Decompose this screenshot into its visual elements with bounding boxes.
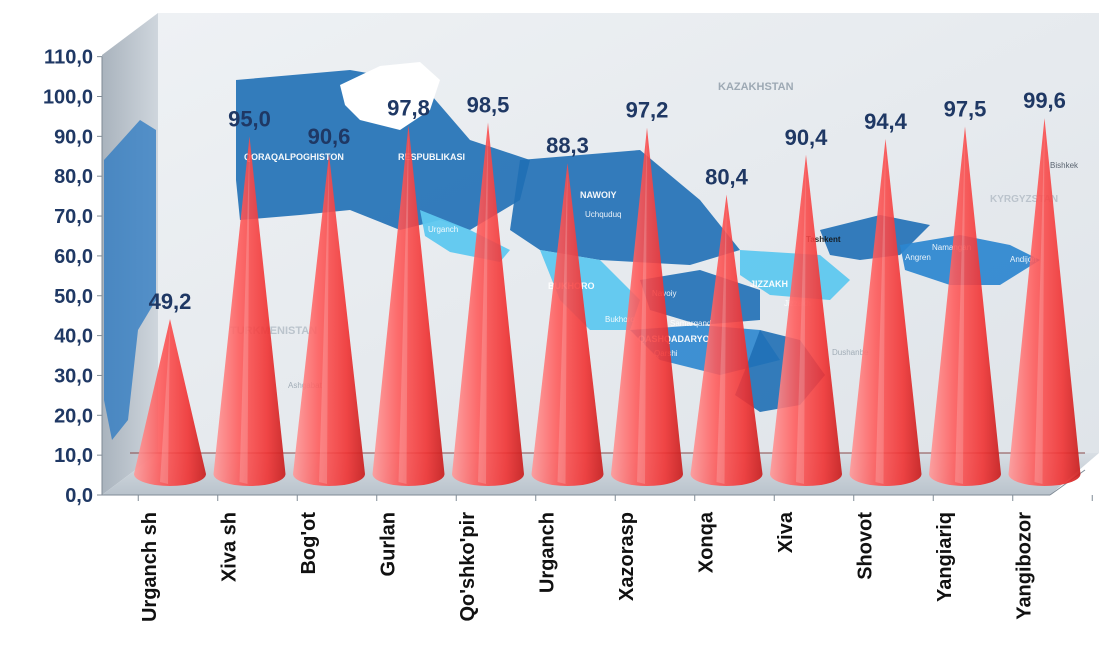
y-tick-label: 30,0 [54,365,93,387]
data-label: 80,4 [705,165,749,190]
data-label: 49,2 [149,289,192,314]
cone-bar [531,163,604,486]
cone-highlight [875,144,886,485]
cone-highlight [955,132,965,484]
cone-bar [134,318,206,486]
cone-body [213,136,286,487]
data-label: 97,5 [944,96,987,121]
cone-body [134,318,206,486]
y-tick-label: 110,0 [44,47,93,69]
cone-highlight [319,159,329,485]
y-tick-label: 100,0 [43,87,93,109]
map-city: Samarqand [670,319,711,328]
map-city: Angren [905,253,931,262]
y-tick-label: 60,0 [54,246,93,268]
cone-series [134,118,1081,487]
cone-body [452,122,524,486]
cone-highlight [398,131,409,484]
x-tick-label: Urganch [537,512,559,593]
map-label: QORAQALPOGHISTON [244,152,344,162]
map-city: Urganch [428,225,458,234]
y-tick-label: 70,0 [54,206,93,228]
x-tick-label: Xazorasp [616,512,638,601]
cone-bar [293,153,365,487]
cone-body [1008,118,1081,487]
cone-bar [770,154,842,487]
y-tick-label: 0,0 [65,485,93,507]
cone-bar [849,138,922,487]
cone-highlight [796,160,806,485]
x-tick-label: Urganch sh [139,512,161,622]
map-aral-sea [340,62,440,130]
cone-highlight [1034,124,1045,485]
map-label: NAWOIY [580,190,617,200]
x-tick-label: Xonqa [696,511,718,573]
data-labels: 49,2 95,0 90,6 97,8 98,5 88,3 97,2 80,4 90,4 94,4… [149,88,1066,314]
data-label: 97,8 [387,95,430,120]
map-city: Bishkek [1050,161,1079,170]
data-label: 97,2 [626,98,669,123]
map-label: QASHQADARYO [638,334,710,344]
map-label: RESPUBLIKASI [398,152,465,162]
x-axis-labels: Urganch sh Xiva sh Bog'ot Gurlan Qo'shko'pir… [139,511,1036,622]
y-tick-label: 50,0 [54,286,93,308]
map-city: Namangan [932,243,971,252]
cone-body [849,138,922,487]
cone-bar [1008,118,1081,487]
x-tick-label: Shovot [855,512,877,580]
x-tick-label: Gurlan [378,512,400,576]
cone-highlight [478,128,488,485]
data-label: 98,5 [467,92,510,117]
cone-highlight [239,142,250,485]
data-label: 88,3 [546,133,589,158]
y-tick-label: 90,0 [54,126,93,148]
cone-body [611,127,683,487]
cone-body [929,126,1001,487]
cone-bar [611,127,683,487]
cone-highlight [716,200,727,484]
map-label: KAZAKHSTAN [718,81,794,93]
data-label: 95,0 [228,106,271,131]
cone-body [690,194,763,486]
cone-bar [690,194,763,486]
y-tick-label: 80,0 [54,166,93,188]
cone-bar [213,136,286,487]
map-side-wall-region [104,120,156,440]
data-label: 90,6 [308,124,351,149]
x-tick-label: Yangiariq [934,512,956,602]
cone-highlight [160,324,170,484]
cone-highlight [557,169,568,484]
data-label: 94,4 [864,109,908,134]
cone-highlight [637,133,647,484]
y-tick-label: 20,0 [54,405,93,427]
data-label: 99,6 [1023,88,1066,113]
cone-bar [452,122,524,486]
x-tick-label: Qo'shko'pir [457,512,479,622]
map-label: KYRGYZSTAN [990,194,1058,205]
data-label: 90,4 [785,125,829,150]
cone-bar [372,125,445,486]
y-tick-label: 10,0 [54,445,93,467]
x-tick-label: Xiva [775,511,797,553]
map-city: Uchquduq [585,210,621,219]
cone-bar [929,126,1001,487]
map-city: Dushanbe [832,348,869,357]
map-label: JIZZAKH [750,279,788,289]
y-tick-label: 40,0 [54,326,93,348]
cone-body [293,153,365,487]
map-city: Tashkent [806,235,841,244]
cone-body [372,125,445,486]
x-tick-label: Yangibozor [1014,512,1036,620]
map-city: Andijon [1010,255,1037,264]
map-karakalpakstan-region [236,70,530,230]
cone-body [770,154,842,487]
x-tick-label: Xiva sh [219,512,241,582]
cone-body [531,163,604,486]
y-axis: 0,0 10,0 20,0 30,0 40,0 50,0 60,0 70,0 80,0 90,0 1… [43,47,1093,507]
x-tick-label: Bog'ot [298,512,320,575]
map-city: Bukhoro [605,315,635,324]
